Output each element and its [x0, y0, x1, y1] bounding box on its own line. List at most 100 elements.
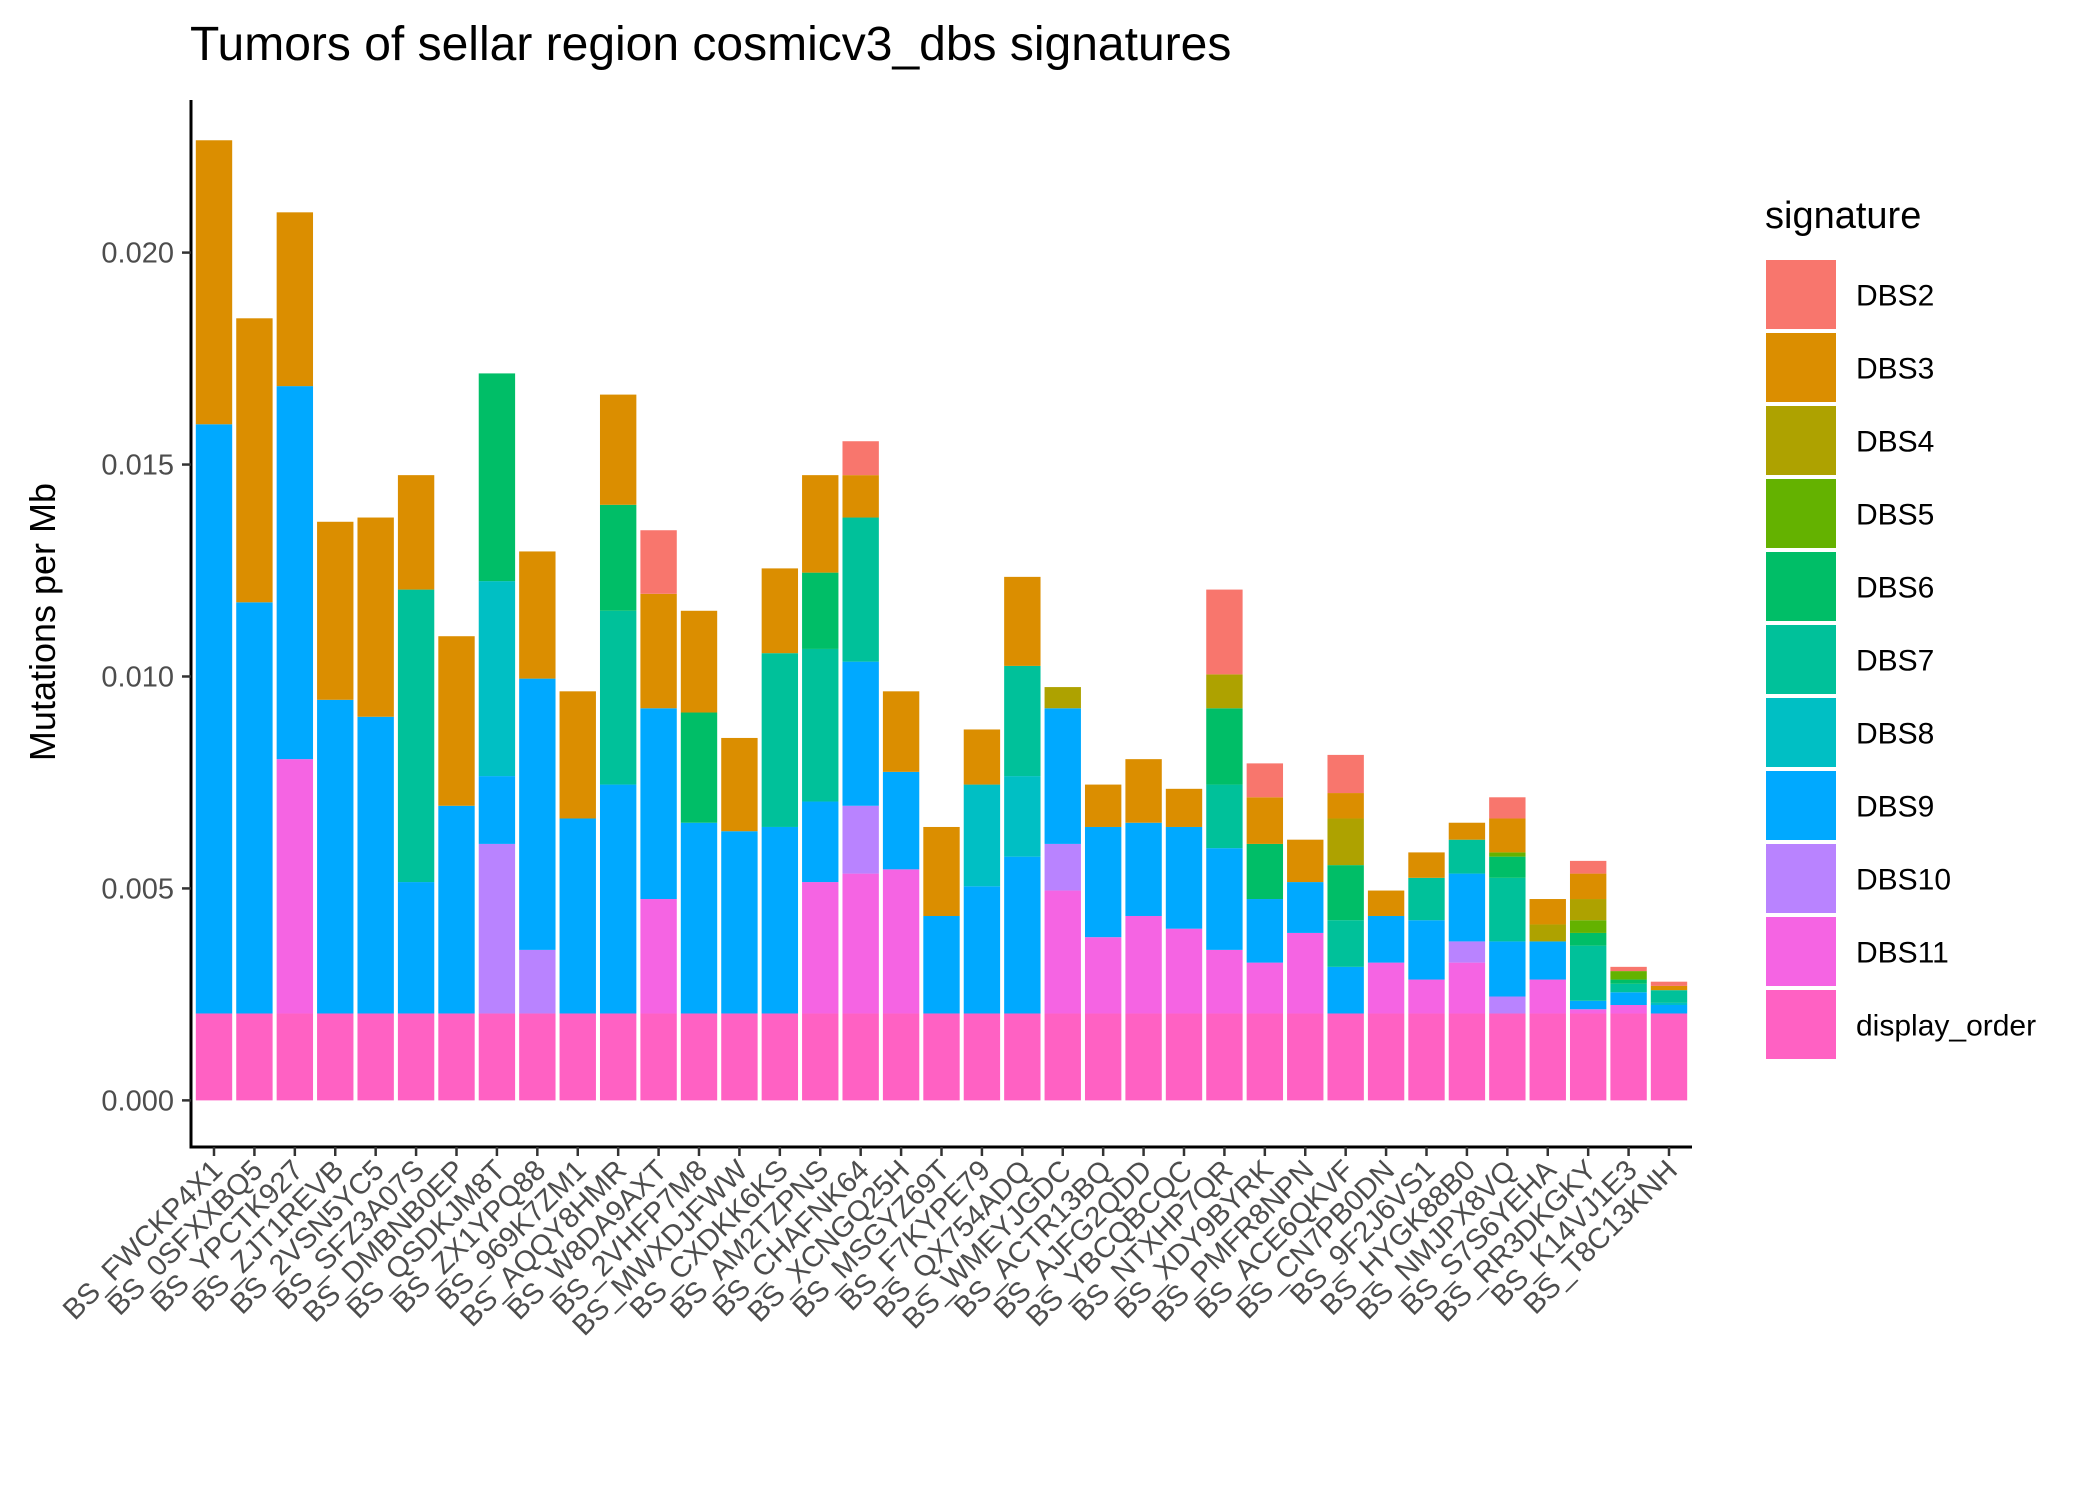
bar-segment	[882, 869, 920, 1014]
bar-segment	[1327, 865, 1364, 921]
legend-label: DBS2	[1856, 280, 1934, 313]
bar-segment	[1448, 1013, 1486, 1101]
bar-segment	[357, 716, 394, 1014]
bar-segment	[1246, 1013, 1284, 1101]
legend-label: DBS8	[1856, 718, 1934, 751]
bar-segment	[1448, 822, 1486, 840]
legend-key	[1766, 844, 1836, 913]
legend-label: DBS7	[1856, 645, 1934, 678]
bar-segment	[1448, 962, 1486, 1014]
bar-segment	[680, 712, 718, 823]
legend-key	[1766, 479, 1836, 548]
legend-title: signature	[1765, 195, 1921, 237]
bar-segment	[1610, 966, 1647, 972]
bar-segment	[1569, 873, 1607, 900]
bar-segment	[559, 818, 596, 1014]
bar-segment	[1448, 873, 1486, 942]
x-ticks-group: BS_FWCKP4X1BS_0SFXXBQ5BS_YPCTK927BS_ZJT1…	[57, 1147, 1684, 1342]
bar-segment	[438, 636, 475, 806]
bar-segment	[1246, 763, 1284, 798]
bar-segment	[1569, 932, 1607, 946]
bar-segment	[1650, 985, 1688, 991]
bar-segment	[1569, 1013, 1607, 1101]
bar-segment	[680, 610, 718, 713]
bar-segment	[357, 517, 394, 717]
bar-segment	[1408, 1013, 1445, 1101]
bar-segment	[1084, 784, 1122, 827]
legend-label: DBS6	[1856, 572, 1934, 605]
y-tick-label: 0.000	[101, 1085, 174, 1117]
bar-segment	[1327, 1013, 1364, 1101]
bar-segment	[276, 759, 314, 1014]
bar-segment	[1610, 1005, 1647, 1014]
bar-segment	[1327, 818, 1364, 866]
bar-segment	[1327, 966, 1364, 1014]
bar-segment	[1529, 1013, 1566, 1101]
bar-segment	[438, 805, 475, 1014]
bar-segment	[276, 1013, 314, 1101]
bar-segment	[640, 708, 677, 900]
bar-segment	[1408, 979, 1445, 1014]
bar-segment	[195, 140, 233, 425]
bar-segment	[397, 475, 435, 590]
bar-segment	[1489, 877, 1526, 942]
bar-segment	[1408, 852, 1445, 878]
bar-segment	[1650, 1005, 1688, 1014]
bar-segment	[1125, 915, 1162, 1014]
bar-segment	[195, 1013, 233, 1101]
bar-segment	[963, 729, 1001, 785]
bar-segment	[842, 475, 879, 518]
bar-segment	[842, 873, 879, 1014]
legend-key	[1766, 625, 1836, 694]
bar-segment	[721, 831, 758, 1014]
bar-segment	[1044, 687, 1081, 709]
y-axis-label: Mutations per Mb	[22, 483, 63, 761]
legend-label: DBS3	[1856, 353, 1934, 386]
bar-segment	[761, 568, 799, 654]
bar-segment	[559, 691, 596, 819]
bar-segment	[1529, 941, 1566, 980]
bar-segment	[923, 915, 960, 1014]
bar-segment	[802, 882, 839, 1014]
bar-segment	[397, 882, 435, 1014]
legend-key	[1766, 771, 1836, 840]
bar-segment	[397, 1013, 435, 1101]
bar-segment	[802, 648, 839, 802]
bar-segment	[1610, 1013, 1647, 1101]
bar-segment	[1044, 708, 1081, 844]
bar-segment	[1287, 932, 1324, 1014]
bar-segment	[1569, 899, 1607, 921]
legend-key	[1766, 333, 1836, 402]
bar-segment	[438, 1013, 475, 1101]
bar-segment	[317, 699, 354, 1014]
bar-segment	[882, 771, 920, 870]
bar-segment	[802, 475, 839, 573]
bar-segment	[1569, 920, 1607, 933]
bar-segment	[1165, 826, 1203, 929]
bar-segment	[236, 318, 273, 603]
y-tick-label: 0.020	[101, 238, 174, 270]
bar-segment	[357, 1013, 394, 1101]
bar-segment	[1044, 843, 1081, 891]
bar-segment	[1489, 818, 1526, 853]
bar-segment	[236, 602, 273, 1014]
legend-key	[1766, 917, 1836, 986]
bar-segment	[1650, 1002, 1688, 1005]
bar-segment	[1287, 839, 1324, 883]
bar-segment	[1367, 962, 1405, 1014]
bar-segment	[1206, 784, 1243, 849]
bar-segment	[1246, 962, 1284, 1014]
y-ticks-group: 0.000 0.005 0.010 0.015 0.020	[101, 238, 191, 1117]
bar-segment	[1165, 928, 1203, 1014]
bar-segment	[1448, 839, 1486, 874]
bar-segment	[1569, 1009, 1607, 1014]
bar-segment	[721, 1013, 758, 1101]
bar-segment	[1206, 708, 1243, 785]
legend-label: DBS11	[1856, 937, 1949, 970]
bar-segment	[1246, 797, 1284, 844]
bar-segment	[1004, 776, 1041, 857]
legend-key	[1766, 406, 1836, 475]
bar-segment	[1610, 979, 1647, 984]
bar-segment	[721, 737, 758, 832]
